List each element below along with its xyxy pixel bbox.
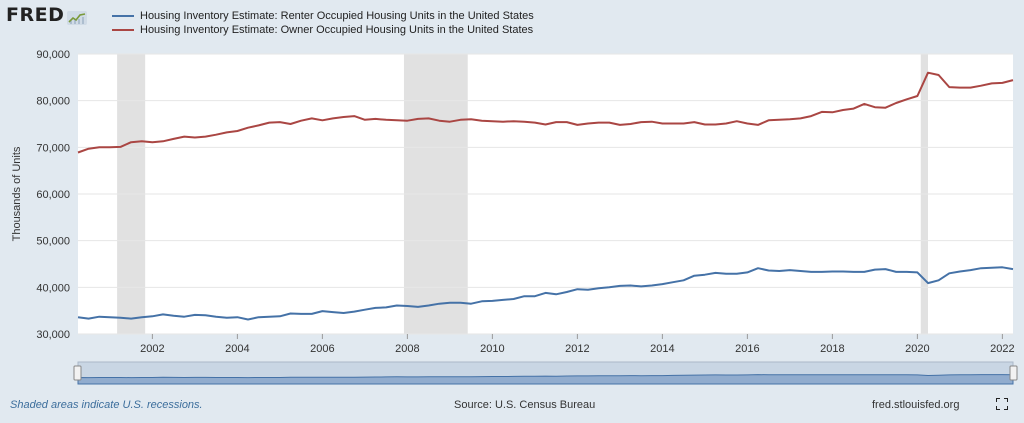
navigator-handle-right[interactable] [1009,365,1018,381]
y-tick-label: 30,000 [36,329,70,341]
legend-label-owner: Housing Inventory Estimate: Owner Occupi… [140,24,534,36]
legend-item-renter[interactable]: Housing Inventory Estimate: Renter Occup… [112,9,534,23]
logo-text: FRED [6,4,65,26]
y-tick-label: 90,000 [36,49,70,61]
x-tick-label: 2018 [820,343,844,355]
recession-note: Shaded areas indicate U.S. recessions. [10,399,203,411]
y-tick-label: 80,000 [36,96,70,108]
fred-logo[interactable]: FRED [6,4,88,26]
legend-label-renter: Housing Inventory Estimate: Renter Occup… [140,10,534,22]
y-tick-label: 50,000 [36,236,70,248]
x-tick-label: 2004 [225,343,249,355]
x-tick-label: 2020 [905,343,929,355]
x-tick-label: 2002 [140,343,164,355]
y-tick-label: 40,000 [36,282,70,294]
source-text: Source: U.S. Census Bureau [454,399,596,411]
x-tick-label: 2014 [650,343,674,355]
chart-legend: Housing Inventory Estimate: Renter Occup… [112,9,534,37]
fred-chart-icon [67,8,88,25]
series-line-renter [77,266,1014,321]
navigator-handle-left[interactable] [73,365,82,381]
y-tick-label: 70,000 [36,142,70,154]
legend-item-owner[interactable]: Housing Inventory Estimate: Owner Occupi… [112,23,534,37]
x-tick-label: 2010 [480,343,504,355]
y-tick-label: 60,000 [36,189,70,201]
legend-swatch-renter [112,15,134,17]
x-tick-label: 2022 [990,343,1014,355]
x-tick-label: 2012 [565,343,589,355]
x-tick-label: 2006 [310,343,334,355]
y-axis-label: Thousands of Units [11,146,23,241]
x-tick-label: 2016 [735,343,759,355]
site-link[interactable]: fred.stlouisfed.org [872,399,960,411]
fullscreen-icon[interactable] [995,397,1009,411]
x-tick-label: 2008 [395,343,419,355]
legend-swatch-owner [112,29,134,31]
navigator-series [77,374,1014,385]
series-line-owner [77,71,1014,154]
